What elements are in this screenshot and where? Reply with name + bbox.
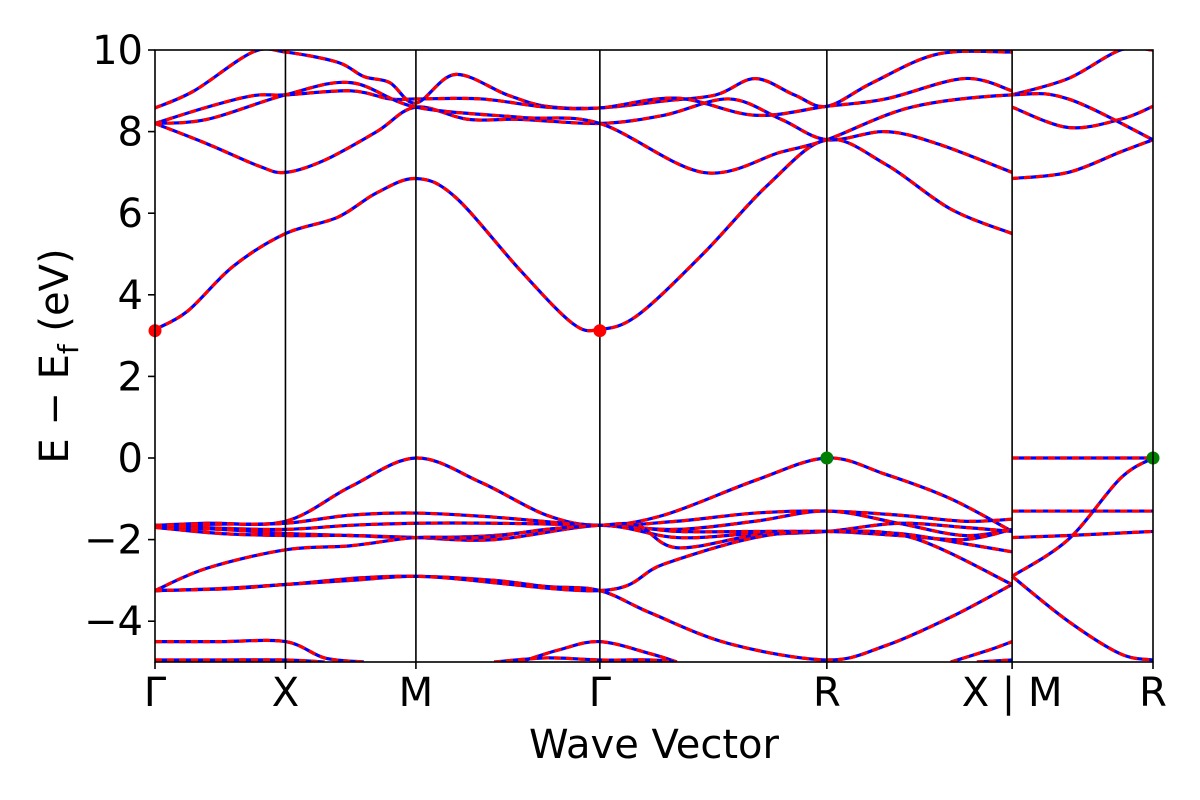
band-line-dashed xyxy=(155,50,1013,110)
x-axis: Γ X M Γ R X | M R xyxy=(144,662,1167,716)
y-tick-label: −2 xyxy=(84,518,143,564)
y-tick-label: 2 xyxy=(118,354,143,400)
vbm-marker xyxy=(820,451,834,465)
y-tick-label: 8 xyxy=(118,110,143,156)
x-tick-label: M xyxy=(399,670,434,716)
band-line-dashed xyxy=(155,456,1013,533)
band-line-dashed xyxy=(155,658,325,662)
band-line-dashed xyxy=(950,640,1013,662)
x-tick-label: R xyxy=(813,670,841,716)
x-tick-label: X | M xyxy=(962,670,1063,716)
y-tick-label: −4 xyxy=(84,599,143,645)
cbm-marker xyxy=(593,324,607,338)
y-tick-label: 6 xyxy=(118,191,143,237)
x-tick-label: Γ xyxy=(144,670,167,716)
x-tick-label: Γ xyxy=(589,670,612,716)
y-axis-title-tail: (eV) xyxy=(32,248,78,344)
y-axis-title-main: E − E xyxy=(32,354,78,464)
band-line-dashed xyxy=(155,97,1013,175)
y-axis-title: E − Ef (eV) xyxy=(32,248,85,463)
band-line-dashed xyxy=(155,137,1013,333)
band-line-dashed xyxy=(155,521,1013,593)
y-tick-label: 10 xyxy=(92,28,143,74)
band-line-dashed xyxy=(155,638,364,662)
x-tick-label: R xyxy=(1139,670,1167,716)
band-line-dashed xyxy=(1011,456,1153,578)
band-line-dashed xyxy=(1012,529,1153,540)
band-line-dashed xyxy=(1011,138,1153,181)
band-line-dashed xyxy=(519,639,678,662)
y-tick-label: 0 xyxy=(118,436,143,482)
y-tick-label: 4 xyxy=(118,273,143,319)
band-line xyxy=(155,529,1013,593)
y-axis-title-sub: f xyxy=(52,343,85,354)
plot-frame xyxy=(154,49,1154,663)
band-line-dashed xyxy=(1011,104,1153,130)
high-symmetry-lines xyxy=(284,50,1013,662)
y-axis: −4 −2 0 2 4 6 8 10 xyxy=(84,28,155,645)
band-line-dashed xyxy=(1011,575,1153,662)
band-line xyxy=(155,80,1153,175)
band-line-dashed xyxy=(155,509,1013,528)
x-tick-label: X xyxy=(272,670,299,716)
x-axis-title: Wave Vector xyxy=(529,722,780,768)
band-line-dashed xyxy=(155,76,1013,125)
band-line-dashed xyxy=(1011,50,1153,97)
